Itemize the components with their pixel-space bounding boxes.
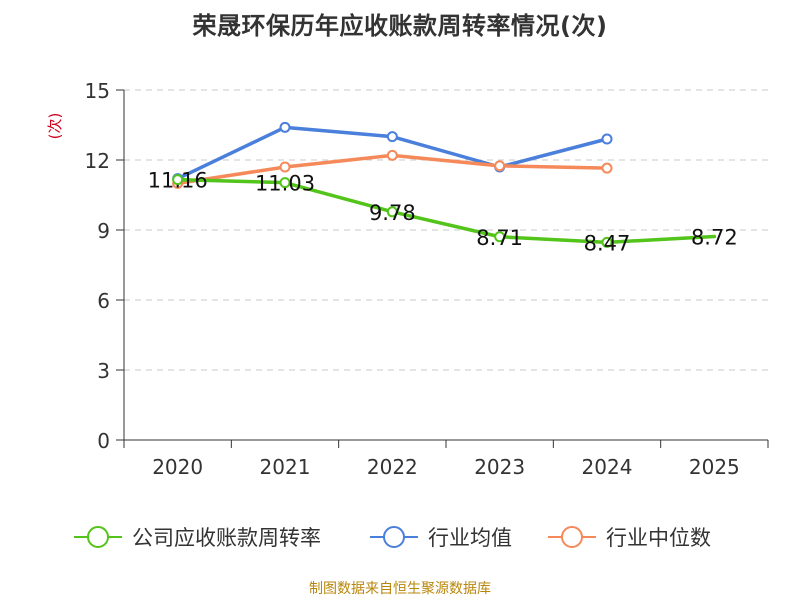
x-tick-label: 2022	[367, 455, 418, 479]
data-point	[279, 161, 291, 173]
y-tick-label: 3	[97, 359, 110, 383]
data-point	[386, 149, 398, 161]
data-point	[494, 231, 506, 243]
y-tick-label: 0	[97, 429, 110, 453]
data-point	[601, 236, 613, 248]
legend-label: 行业中位数	[606, 526, 711, 550]
legend-label: 公司应收账款周转率	[132, 526, 321, 550]
source-footer: 制图数据来自恒生聚源数据库	[309, 581, 491, 597]
legend-marker	[87, 526, 109, 548]
data-point	[386, 206, 398, 218]
y-tick-label: 15	[85, 79, 110, 103]
data-point	[601, 133, 613, 145]
data-point	[386, 131, 398, 143]
data-label: 11.16	[148, 169, 208, 193]
series-line	[175, 177, 717, 245]
legend-marker	[383, 526, 405, 548]
x-tick-label: 2025	[689, 455, 740, 479]
x-tick-label: 2023	[474, 455, 525, 479]
data-label: 11.03	[255, 172, 315, 196]
data-label: 8.47	[584, 231, 631, 255]
x-tick-label: 2021	[260, 455, 311, 479]
data-label: 9.78	[369, 201, 416, 225]
x-tick-label: 2020	[152, 455, 203, 479]
legend-marker	[561, 526, 583, 548]
y-tick-label: 6	[97, 289, 110, 313]
legend-label: 行业均值	[428, 526, 512, 550]
x-tick-label: 2024	[582, 455, 633, 479]
data-point	[494, 160, 506, 172]
y-axis-label: (次)	[46, 113, 64, 140]
y-tick-label: 9	[97, 219, 110, 243]
data-label: 8.72	[691, 226, 738, 250]
data-label: 8.71	[476, 226, 523, 250]
chart-title: 荣晟环保历年应收账款周转率情况(次)	[192, 12, 608, 40]
data-point	[172, 174, 184, 186]
data-point	[279, 121, 291, 133]
y-tick-label: 12	[85, 149, 110, 173]
data-point	[601, 162, 613, 174]
data-point	[279, 177, 291, 189]
